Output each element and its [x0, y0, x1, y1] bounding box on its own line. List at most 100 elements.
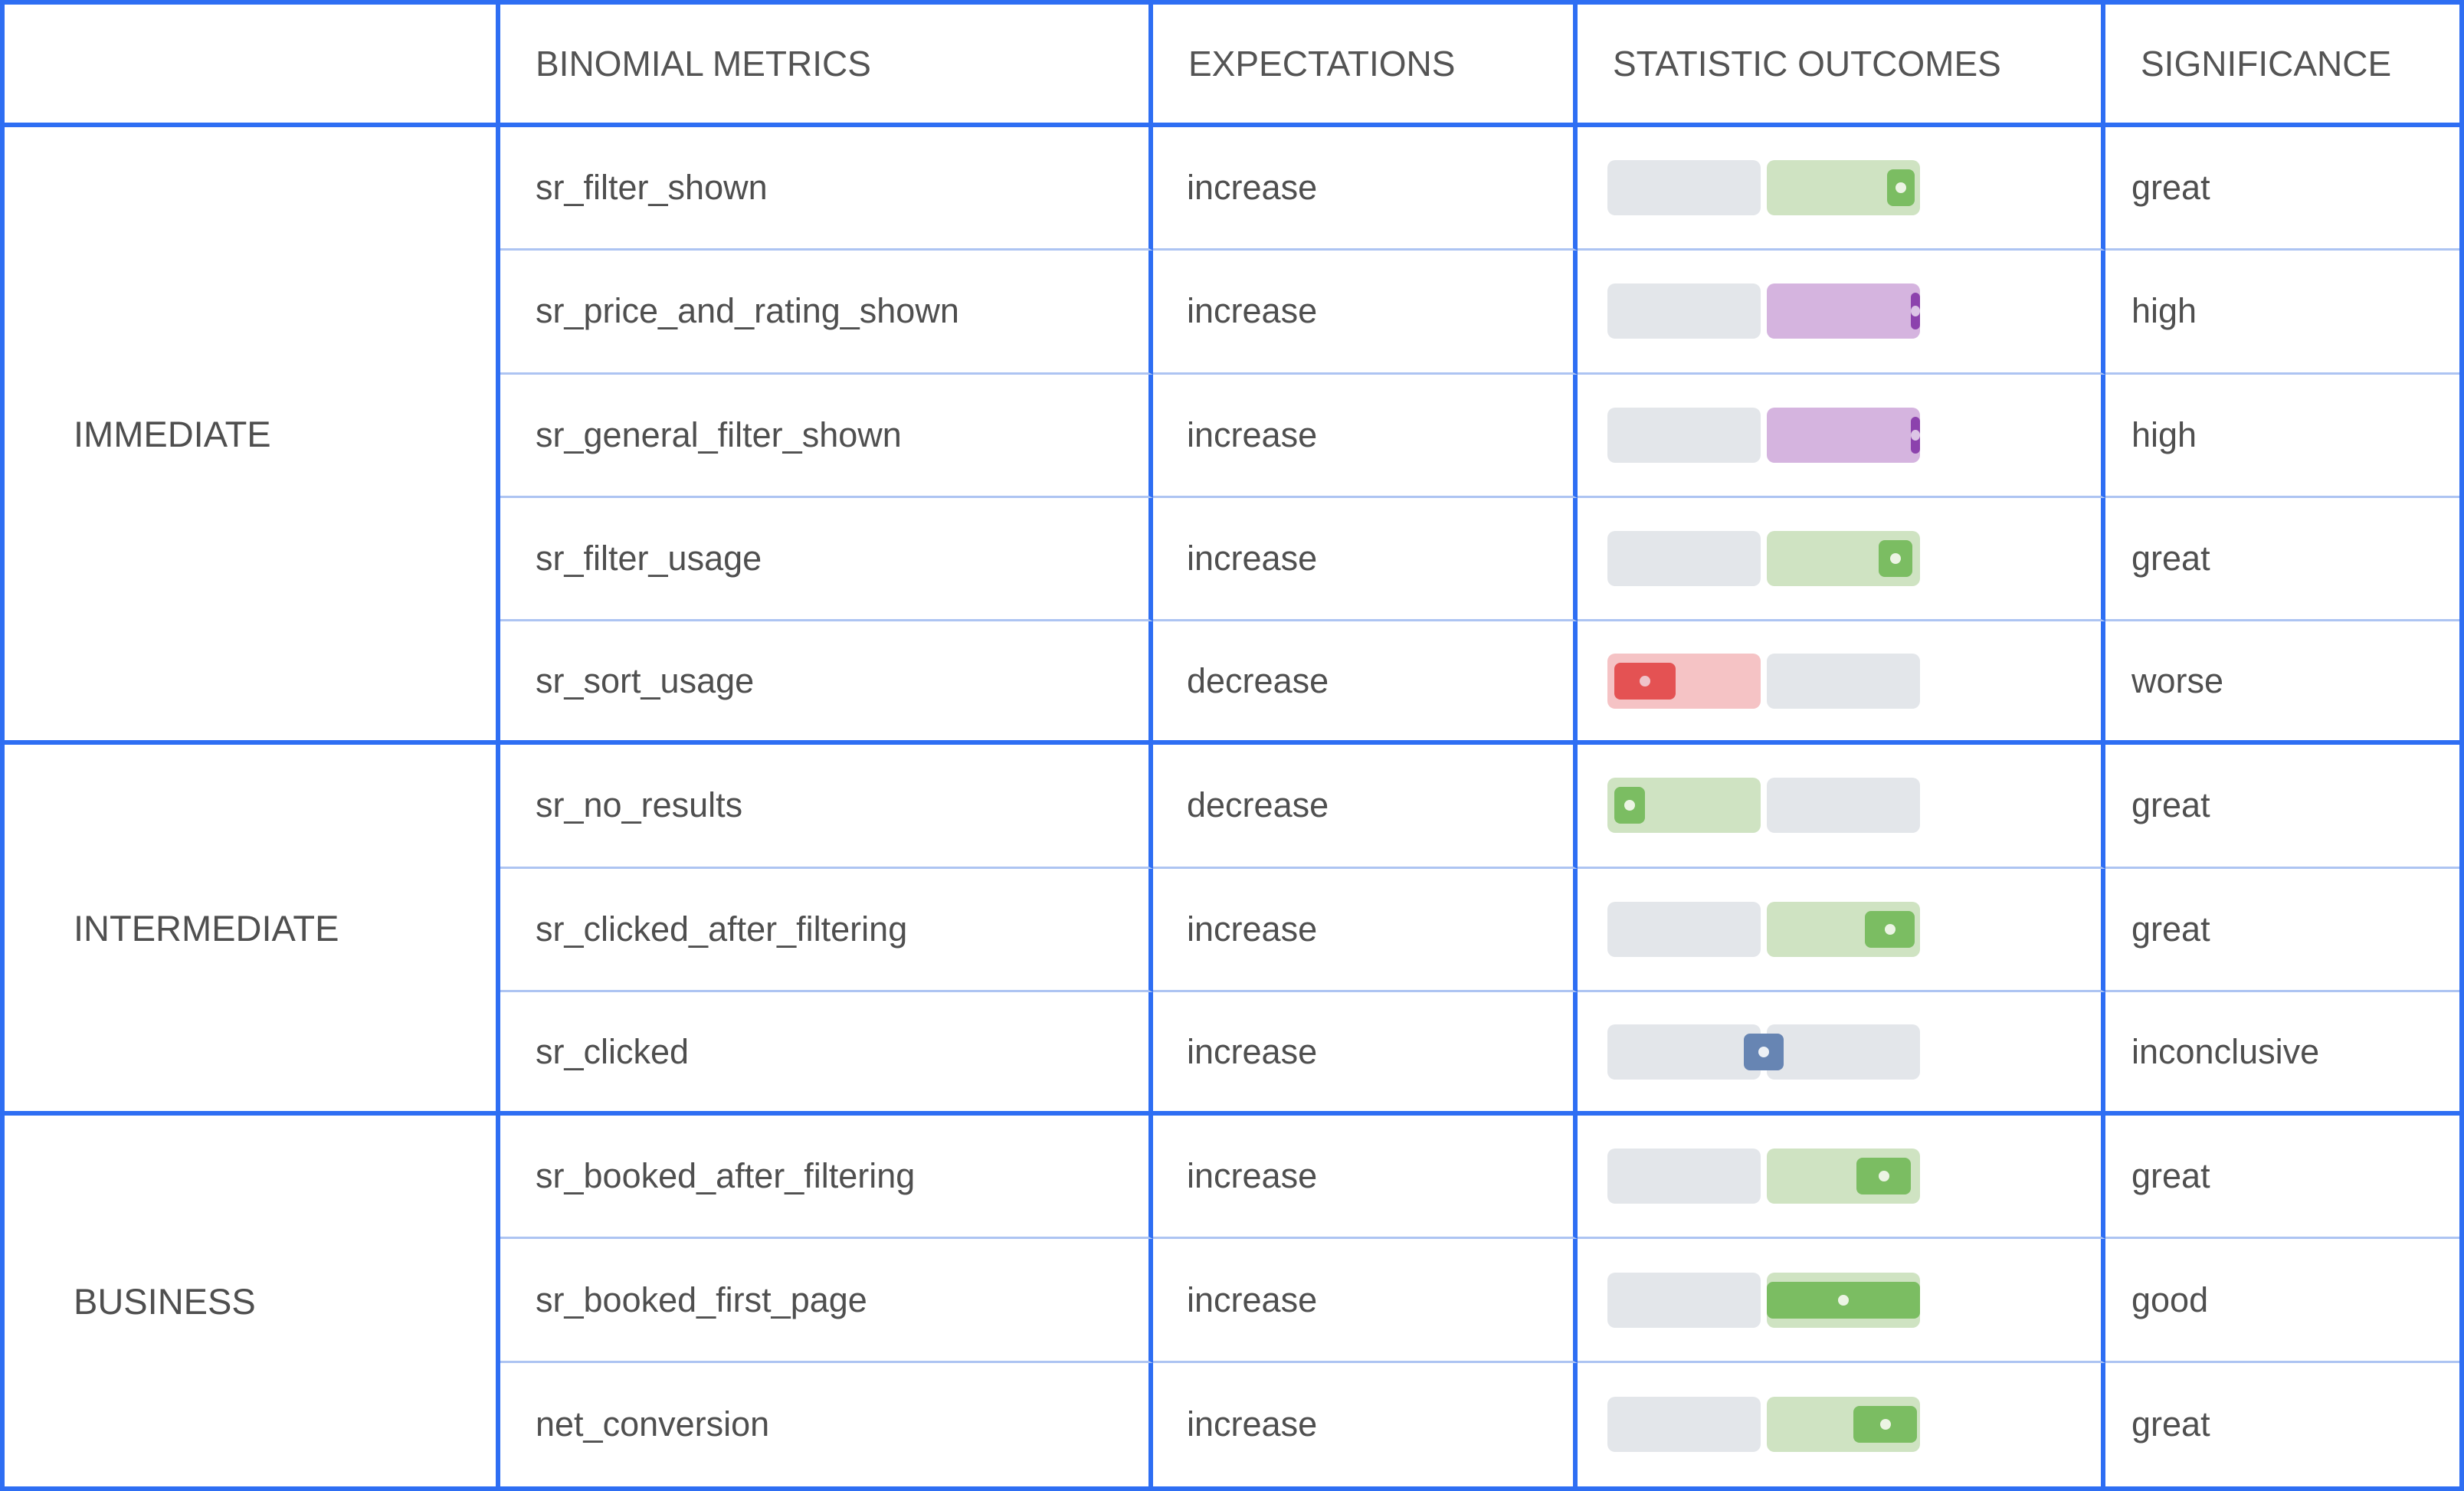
ci-marker — [1911, 293, 1920, 330]
expectation-label: increase — [1187, 538, 1318, 578]
outcome-track — [1607, 1397, 1920, 1453]
expectation-label: decrease — [1187, 660, 1329, 700]
significance-cell: worse — [2105, 621, 2459, 746]
expectation-cell: increase — [1153, 1116, 1578, 1240]
ci-marker — [1614, 662, 1676, 700]
expectation-cell: increase — [1153, 1362, 1578, 1486]
point-estimate-dot — [1624, 800, 1635, 811]
point-estimate-dot — [1640, 675, 1650, 687]
metric-label: sr_no_results — [536, 785, 743, 825]
ci-marker — [1865, 910, 1915, 948]
metric-cell: sr_price_and_rating_shown — [500, 251, 1153, 375]
baseline-bar — [1607, 1149, 1761, 1204]
outcome-track — [1607, 778, 1920, 834]
increase-bar — [1767, 407, 1920, 463]
outcome-track — [1607, 1149, 1920, 1204]
header-cell-empty — [5, 5, 500, 127]
baseline-bar — [1607, 1024, 1761, 1080]
significance-cell: high — [2105, 251, 2459, 375]
expectation-cell: increase — [1153, 127, 1578, 251]
significance-label: good — [2131, 1280, 2209, 1319]
expectation-label: increase — [1187, 1156, 1318, 1196]
statistic-outcome-cell — [1578, 1239, 2105, 1363]
metric-cell: sr_sort_usage — [500, 621, 1153, 746]
significance-label: high — [2131, 415, 2197, 454]
expectation-label: decrease — [1187, 785, 1329, 825]
metric-label: sr_filter_usage — [536, 538, 762, 578]
expectation-label: increase — [1187, 168, 1318, 208]
statistic-outcome-cell — [1578, 991, 2105, 1116]
ci-marker — [1744, 1033, 1784, 1070]
baseline-bar — [1607, 283, 1761, 339]
column-header-label: SIGNIFICANCE — [2141, 44, 2392, 84]
significance-cell: great — [2105, 1362, 2459, 1486]
point-estimate-dot — [1758, 1046, 1769, 1057]
outcome-track — [1607, 283, 1920, 339]
significance-label: great — [2131, 909, 2210, 949]
column-header-label: STATISTIC OUTCOMES — [1613, 44, 2001, 84]
header-statistic-outcomes: STATISTIC OUTCOMES — [1578, 5, 2105, 127]
baseline-bar — [1607, 530, 1761, 586]
statistic-outcome-cell — [1578, 374, 2105, 498]
expectation-label: increase — [1187, 909, 1318, 949]
ci-marker — [1614, 787, 1645, 824]
statistic-outcome-cell — [1578, 1116, 2105, 1240]
significance-label: great — [2131, 785, 2210, 825]
significance-cell: high — [2105, 374, 2459, 498]
significance-label: great — [2131, 1404, 2210, 1444]
significance-cell: great — [2105, 868, 2459, 992]
header-significance: SIGNIFICANCE — [2105, 5, 2459, 127]
metric-cell: sr_booked_after_filtering — [500, 1116, 1153, 1240]
significance-label: worse — [2131, 660, 2224, 700]
baseline-bar — [1607, 1397, 1761, 1453]
statistic-outcome-cell — [1578, 868, 2105, 992]
baseline-bar — [1607, 160, 1761, 216]
metric-label: sr_booked_first_page — [536, 1280, 867, 1319]
outcome-track — [1607, 653, 1920, 709]
baseline-bar — [1767, 778, 1920, 834]
baseline-bar — [1607, 901, 1761, 957]
statistic-outcome-cell — [1578, 127, 2105, 251]
point-estimate-dot — [1911, 306, 1920, 317]
significance-label: great — [2131, 538, 2210, 578]
metric-cell: sr_general_filter_shown — [500, 374, 1153, 498]
header-binomial-metrics: BINOMIAL METRICS — [500, 5, 1153, 127]
point-estimate-dot — [1911, 429, 1920, 441]
expectation-cell: increase — [1153, 868, 1578, 992]
column-header-label: EXPECTATIONS — [1188, 44, 1456, 84]
metric-label: sr_filter_shown — [536, 168, 768, 208]
ci-marker — [1856, 1158, 1911, 1195]
group-label: INTERMEDIATE — [74, 907, 339, 949]
expectation-label: increase — [1187, 1280, 1318, 1319]
metric-cell: sr_filter_usage — [500, 497, 1153, 622]
expectation-cell: increase — [1153, 1239, 1578, 1363]
group-cell-intermediate: INTERMEDIATE — [5, 745, 500, 1116]
significance-cell: great — [2105, 1116, 2459, 1240]
baseline-bar — [1607, 1272, 1761, 1328]
metric-label: sr_clicked_after_filtering — [536, 909, 908, 949]
expectation-cell: decrease — [1153, 745, 1578, 869]
expectation-cell: increase — [1153, 374, 1578, 498]
outcome-track — [1607, 530, 1920, 586]
metric-cell: sr_filter_shown — [500, 127, 1153, 251]
significance-label: great — [2131, 168, 2210, 208]
statistic-outcome-cell — [1578, 621, 2105, 746]
outcome-track — [1607, 1024, 1920, 1080]
statistic-outcome-cell — [1578, 251, 2105, 375]
group-cell-business: BUSINESS — [5, 1116, 500, 1486]
metric-cell: sr_booked_first_page — [500, 1239, 1153, 1363]
metric-label: net_conversion — [536, 1404, 770, 1444]
outcome-track — [1607, 407, 1920, 463]
group-cell-immediate: IMMEDIATE — [5, 127, 500, 746]
expectation-cell: increase — [1153, 991, 1578, 1116]
point-estimate-dot — [1878, 1171, 1889, 1182]
point-estimate-dot — [1879, 1419, 1891, 1430]
expectation-cell: increase — [1153, 251, 1578, 375]
column-header-label: BINOMIAL METRICS — [536, 44, 871, 84]
increase-bar — [1767, 283, 1920, 339]
metric-cell: sr_clicked_after_filtering — [500, 868, 1153, 992]
metric-label: sr_general_filter_shown — [536, 415, 902, 454]
group-label: IMMEDIATE — [74, 413, 271, 454]
outcome-track — [1607, 160, 1920, 216]
metric-cell: sr_no_results — [500, 745, 1153, 869]
